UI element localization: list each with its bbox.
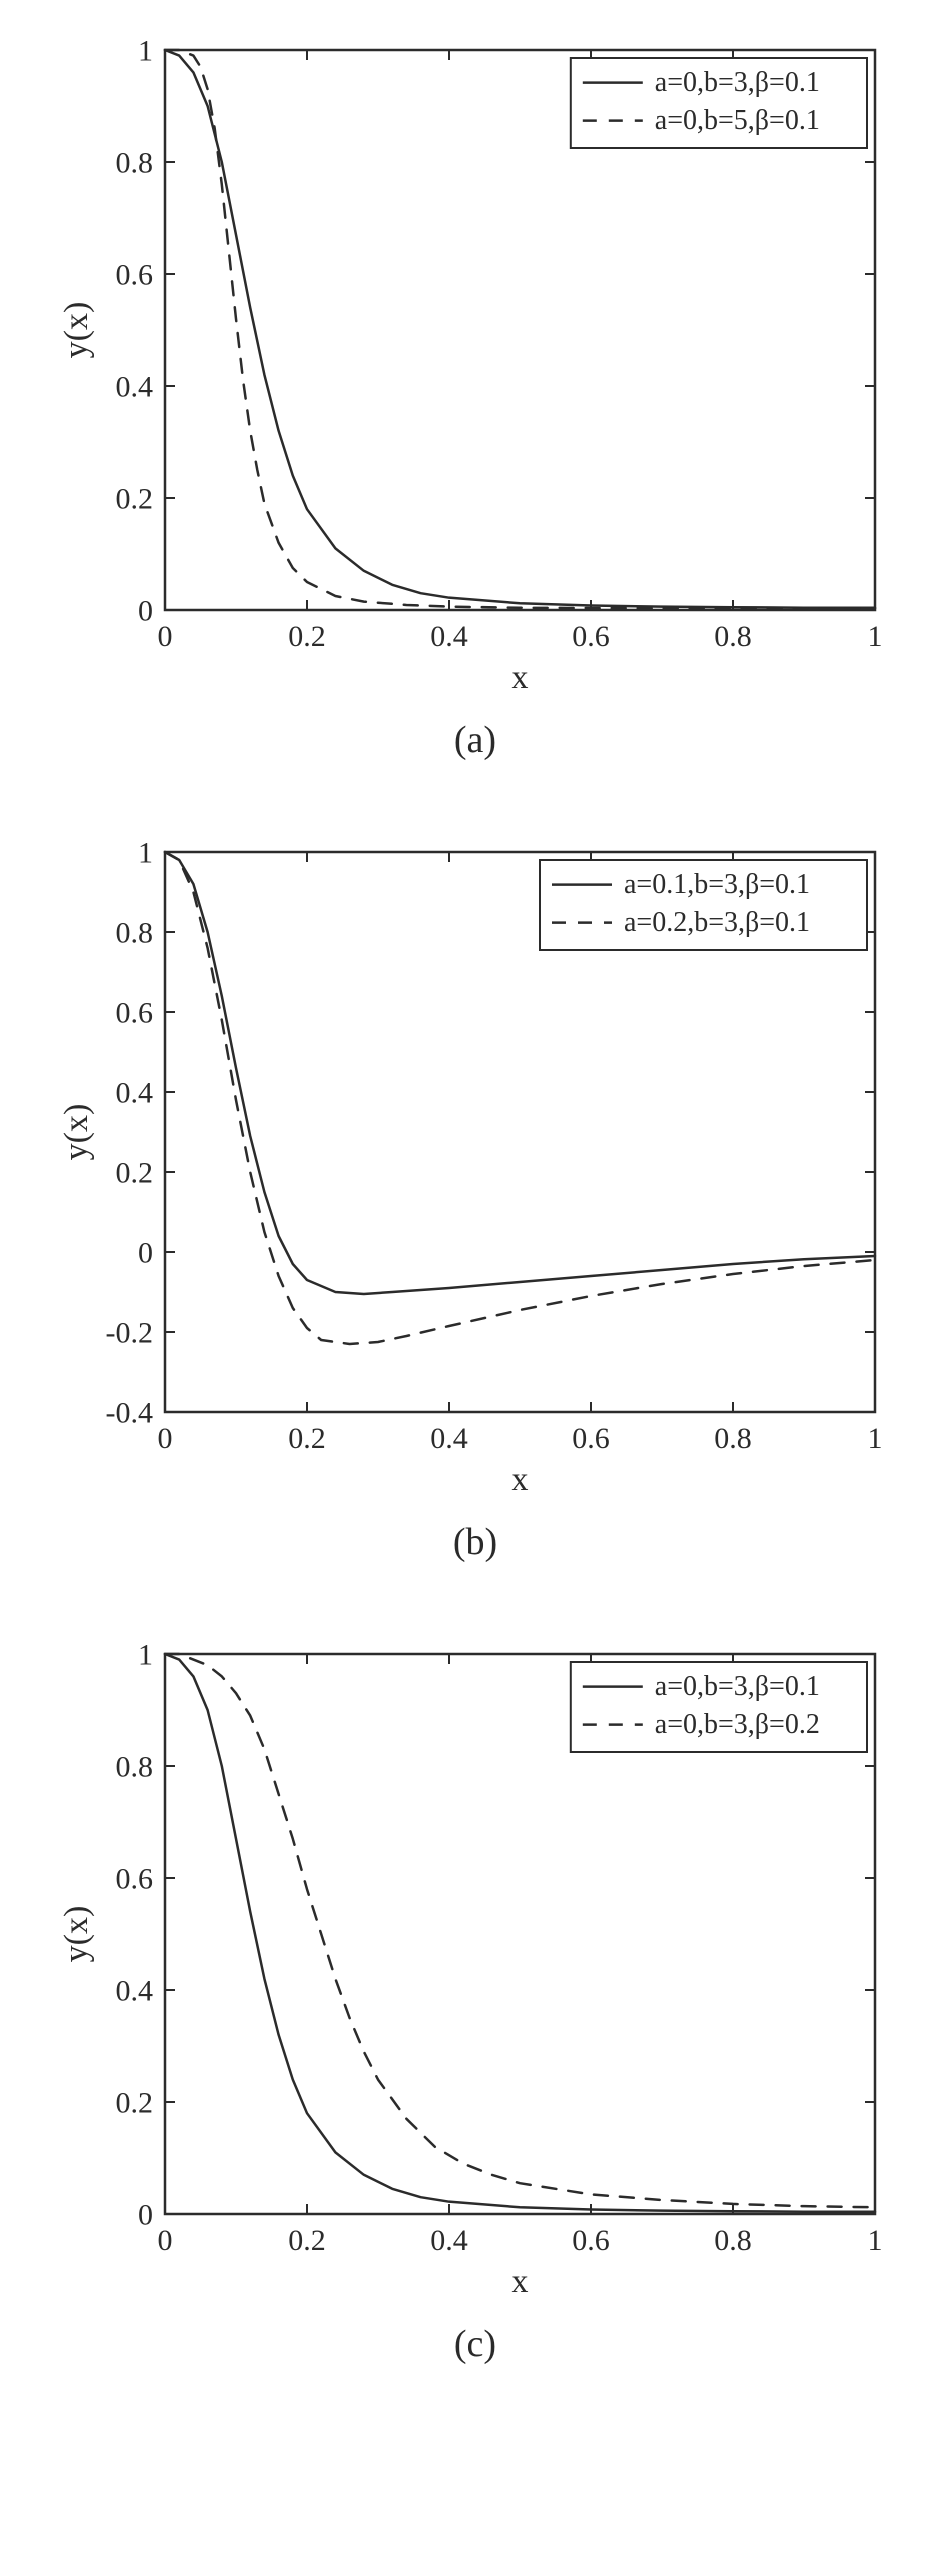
panel-b: 0 0.2 0.4 0.6 0.8 1 -0.4 -0.2 0 0.2 0.4 0.6 0.8 1 x y(x… <box>45 822 905 1564</box>
figure-stack: 0 0.2 0.4 0.6 0.8 1 0 0.2 0.4 0.6 0.8 1 x y(x) a=0,b=3… <box>20 20 930 2366</box>
svg-text:0.8: 0.8 <box>714 620 752 653</box>
svg-text:0.4: 0.4 <box>116 371 154 404</box>
svg-text:1: 1 <box>868 2224 883 2257</box>
panel-a: 0 0.2 0.4 0.6 0.8 1 0 0.2 0.4 0.6 0.8 1 x y(x) a=0,b=3… <box>45 20 905 762</box>
svg-text:0.8: 0.8 <box>116 1751 154 1784</box>
svg-text:0.6: 0.6 <box>572 2224 610 2257</box>
chart-b: 0 0.2 0.4 0.6 0.8 1 -0.4 -0.2 0 0.2 0.4 0.6 0.8 1 x y(x… <box>45 822 905 1502</box>
svg-text:0.2: 0.2 <box>288 620 326 653</box>
svg-text:1: 1 <box>868 620 883 653</box>
svg-text:0: 0 <box>158 620 173 653</box>
svg-text:0.6: 0.6 <box>572 1422 610 1455</box>
svg-text:0.8: 0.8 <box>714 1422 752 1455</box>
svg-text:0.8: 0.8 <box>116 917 154 950</box>
svg-text:0.2: 0.2 <box>288 2224 326 2257</box>
svg-text:-0.2: -0.2 <box>106 1317 154 1350</box>
svg-text:0.2: 0.2 <box>116 2087 154 2120</box>
svg-text:y(x): y(x) <box>58 1906 95 1963</box>
svg-text:0.4: 0.4 <box>430 2224 468 2257</box>
svg-text:0.4: 0.4 <box>430 620 468 653</box>
svg-text:0: 0 <box>138 1237 153 1270</box>
svg-text:1: 1 <box>138 837 153 870</box>
svg-text:0: 0 <box>138 2199 153 2232</box>
svg-text:x: x <box>512 659 529 696</box>
svg-text:-0.4: -0.4 <box>106 1397 154 1430</box>
svg-text:y(x): y(x) <box>58 302 95 359</box>
caption-c: (c) <box>454 2322 496 2366</box>
caption-b: (b) <box>453 1520 497 1564</box>
svg-text:0.2: 0.2 <box>116 483 154 516</box>
svg-text:x: x <box>512 1461 529 1498</box>
svg-text:0: 0 <box>138 595 153 628</box>
svg-text:0: 0 <box>158 1422 173 1455</box>
svg-text:x: x <box>512 2263 529 2300</box>
chart-c: 0 0.2 0.4 0.6 0.8 1 0 0.2 0.4 0.6 0.8 1 x y(x) a=0,b=3… <box>45 1624 905 2304</box>
svg-text:a=0.1,b=3,β=0.1: a=0.1,b=3,β=0.1 <box>624 869 810 900</box>
svg-text:0.6: 0.6 <box>116 1863 154 1896</box>
svg-text:0.4: 0.4 <box>116 1077 154 1110</box>
svg-text:y(x): y(x) <box>58 1104 95 1161</box>
svg-text:0.4: 0.4 <box>430 1422 468 1455</box>
svg-text:a=0,b=3,β=0.1: a=0,b=3,β=0.1 <box>655 1671 820 1702</box>
svg-text:a=0,b=3,β=0.1: a=0,b=3,β=0.1 <box>655 67 820 98</box>
svg-text:0: 0 <box>158 2224 173 2257</box>
svg-text:a=0.2,b=3,β=0.1: a=0.2,b=3,β=0.1 <box>624 907 810 938</box>
svg-text:1: 1 <box>138 35 153 68</box>
svg-text:0.6: 0.6 <box>572 620 610 653</box>
svg-text:a=0,b=5,β=0.1: a=0,b=5,β=0.1 <box>655 105 820 136</box>
svg-text:0.8: 0.8 <box>116 147 154 180</box>
caption-a: (a) <box>454 718 496 762</box>
svg-text:0.2: 0.2 <box>116 1157 154 1190</box>
chart-a: 0 0.2 0.4 0.6 0.8 1 0 0.2 0.4 0.6 0.8 1 x y(x) a=0,b=3… <box>45 20 905 700</box>
svg-text:0.6: 0.6 <box>116 997 154 1030</box>
panel-c: 0 0.2 0.4 0.6 0.8 1 0 0.2 0.4 0.6 0.8 1 x y(x) a=0,b=3… <box>45 1624 905 2366</box>
svg-text:0.8: 0.8 <box>714 2224 752 2257</box>
svg-text:0.2: 0.2 <box>288 1422 326 1455</box>
svg-text:a=0,b=3,β=0.2: a=0,b=3,β=0.2 <box>655 1709 820 1740</box>
svg-text:0.4: 0.4 <box>116 1975 154 2008</box>
svg-text:1: 1 <box>868 1422 883 1455</box>
svg-text:1: 1 <box>138 1639 153 1672</box>
svg-text:0.6: 0.6 <box>116 259 154 292</box>
